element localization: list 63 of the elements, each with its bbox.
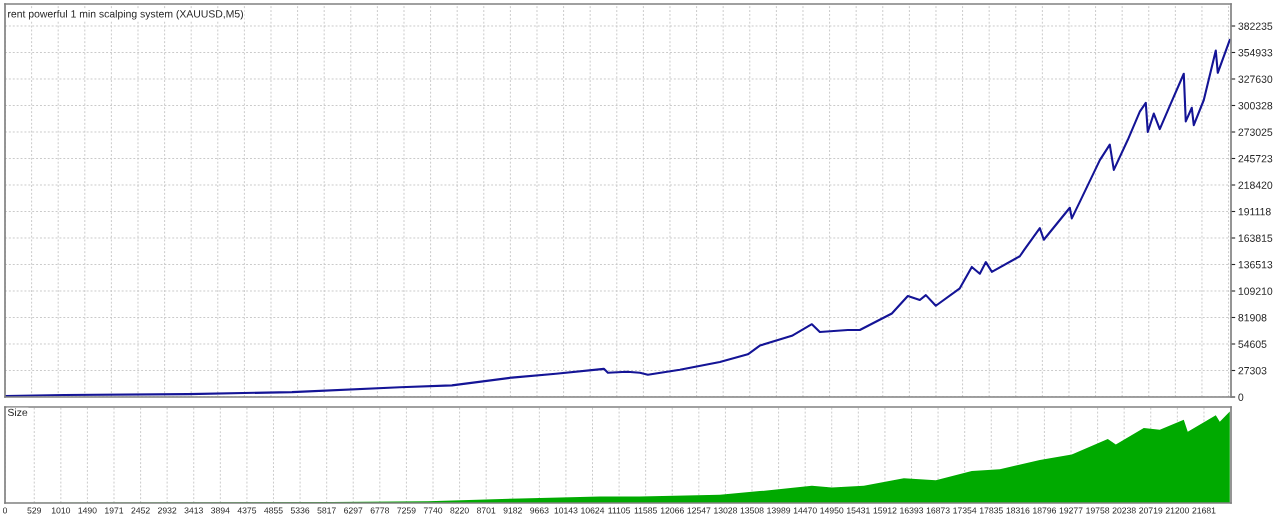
- y-tick-label: 163815: [1238, 234, 1273, 242]
- chart-title: Size: [7, 408, 28, 417]
- x-tick-label: 15912: [873, 507, 897, 514]
- x-tick-label: 15431: [847, 507, 870, 514]
- x-tick-label: 2452: [131, 507, 150, 514]
- x-tick-label: 5817: [317, 507, 336, 514]
- x-tick-label: 13508: [740, 507, 764, 514]
- y-tick-label: 245723: [1238, 155, 1273, 163]
- x-tick-label: 0: [2, 507, 8, 514]
- x-tick-label: 2932: [158, 507, 177, 514]
- x-tick-label: 3413: [184, 507, 203, 514]
- y-tick-label: 27303: [1238, 367, 1267, 375]
- x-tick-label: 4855: [264, 507, 283, 514]
- x-tick-label: 4375: [237, 507, 257, 514]
- x-tick-label: 8701: [476, 507, 496, 514]
- y-tick-label: 300328: [1238, 102, 1273, 110]
- x-tick-label: 16393: [900, 507, 924, 514]
- x-tick-label: 13028: [714, 507, 738, 514]
- x-tick-label: 18796: [1033, 507, 1057, 514]
- x-tick-label: 21200: [1165, 507, 1189, 514]
- x-tick-label: 3894: [211, 507, 230, 514]
- x-tick-label: 10624: [581, 507, 605, 514]
- x-tick-label: 18316: [1006, 507, 1030, 514]
- x-tick-label: 7740: [423, 507, 443, 514]
- text: rent powerful 1 min scalping system (XAUUSD,M5): [8, 9, 243, 20]
- y-tick-label: 109210: [1238, 287, 1273, 295]
- x-tick-label: 19758: [1086, 507, 1110, 514]
- x-tick-label: 10143: [554, 507, 578, 514]
- x-tick-label: 13989: [767, 507, 791, 514]
- y-tick-label: 81908: [1238, 314, 1267, 322]
- y-tick-label: 191118: [1238, 208, 1271, 216]
- y-tick-label: 136513: [1238, 261, 1273, 269]
- x-tick-label: 7259: [397, 507, 416, 514]
- x-tick-label: 6778: [370, 507, 390, 514]
- x-tick-label: 9663: [530, 507, 549, 514]
- x-tick-label: 14470: [793, 507, 817, 514]
- x-tick-label: 11105: [608, 507, 631, 514]
- y-tick-label: 0: [1238, 393, 1244, 401]
- x-tick-label: 17354: [953, 507, 977, 514]
- x-tick-label: 1010: [51, 507, 71, 514]
- x-tick-label: 12066: [660, 507, 684, 514]
- x-tick-label: 5336: [290, 507, 310, 514]
- x-tick-label: 17835: [979, 507, 1003, 514]
- x-tick-label: 20238: [1112, 507, 1136, 514]
- y-tick-label: 54605: [1238, 340, 1267, 348]
- x-tick-label: 1971: [105, 507, 124, 514]
- x-tick-label: 16873: [926, 507, 950, 514]
- x-tick-label: 21681: [1192, 507, 1216, 514]
- y-tick-label: 382235: [1238, 22, 1273, 30]
- x-tick-label: 11585: [634, 507, 657, 514]
- x-tick-label: 20719: [1139, 507, 1163, 514]
- x-tick-label: 1490: [78, 507, 97, 514]
- y-tick-label: 218420: [1238, 181, 1273, 189]
- x-tick-label: 529: [27, 507, 42, 514]
- x-tick-label: 14950: [820, 507, 844, 514]
- y-tick-label: 273025: [1238, 128, 1273, 136]
- x-tick-label: 19277: [1059, 507, 1083, 514]
- x-tick-label: 9182: [503, 507, 522, 514]
- x-tick-label: 12547: [687, 507, 711, 514]
- y-tick-label: 354933: [1238, 49, 1273, 57]
- x-tick-label: 6297: [344, 507, 363, 514]
- y-tick-label: 327630: [1238, 75, 1273, 83]
- x-tick-label: 8220: [450, 507, 469, 514]
